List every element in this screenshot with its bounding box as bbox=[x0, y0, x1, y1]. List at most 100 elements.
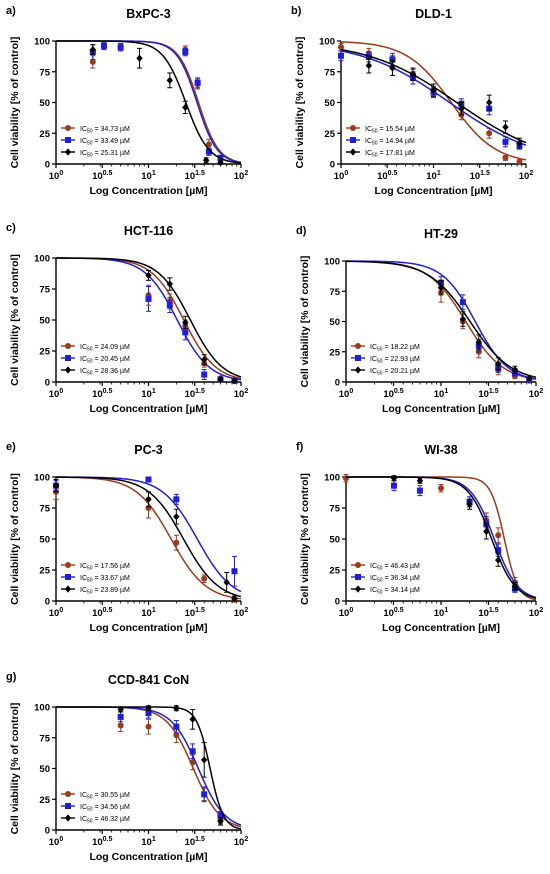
legend-label: IC50 = 33.49 µM bbox=[80, 138, 130, 147]
x-tick-label: 100.5 bbox=[92, 836, 112, 848]
fit-curve bbox=[56, 257, 242, 378]
legend-entry: IC50 = 33.49 µM bbox=[61, 137, 130, 146]
y-tick-label: 0 bbox=[45, 826, 50, 837]
legend-label: IC50 = 23.89 µM bbox=[80, 587, 130, 596]
y-tick-label: 100 bbox=[34, 37, 50, 48]
data-point bbox=[365, 53, 372, 60]
data-point bbox=[173, 496, 180, 503]
y-tick-label: 50 bbox=[329, 535, 340, 546]
x-tick-label: 102 bbox=[529, 388, 544, 400]
data-point bbox=[494, 360, 502, 368]
x-tick-label: 100 bbox=[49, 388, 64, 400]
fit-curve bbox=[340, 41, 527, 161]
x-tick-label: 100.5 bbox=[92, 388, 112, 400]
legend-label: IC50 = 34.14 µM bbox=[370, 587, 420, 596]
series-3 bbox=[52, 476, 242, 603]
x-tick-label: 101 bbox=[141, 170, 156, 182]
data-point bbox=[166, 302, 173, 309]
legend-label: IC50 = 15.54 µM bbox=[365, 126, 415, 135]
data-point bbox=[437, 284, 445, 292]
data-point bbox=[117, 705, 124, 714]
series-3 bbox=[340, 48, 527, 149]
x-tick-label: 101 bbox=[434, 607, 449, 619]
data-point bbox=[100, 42, 107, 49]
panel-letter: c) bbox=[6, 222, 16, 234]
data-point bbox=[189, 715, 196, 723]
chart-panel-2: b) DLD-1 0 25 50 75 100 100 100.5 101 101.5 102 Log … bbox=[291, 5, 533, 197]
series-3 bbox=[346, 474, 537, 599]
legend-label: IC50 = 17.81 µM bbox=[365, 150, 415, 159]
legend-marker bbox=[64, 148, 72, 156]
fit-curve bbox=[56, 40, 242, 164]
y-tick-label: 100 bbox=[324, 257, 340, 268]
y-tick-label: 75 bbox=[39, 285, 50, 296]
data-point bbox=[173, 704, 180, 712]
data-point bbox=[200, 756, 208, 764]
data-point bbox=[145, 710, 152, 717]
data-point bbox=[389, 56, 396, 63]
legend-marker bbox=[65, 562, 71, 568]
legend-entry: IC50 = 24.09 µM bbox=[61, 343, 130, 352]
data-point bbox=[231, 594, 238, 603]
data-point bbox=[365, 62, 373, 70]
data-point bbox=[231, 377, 238, 385]
data-point bbox=[475, 338, 483, 346]
legend-entry: IC50 = 34.73 µM bbox=[61, 125, 130, 134]
data-point bbox=[511, 366, 519, 374]
legend-marker bbox=[65, 574, 71, 580]
panel-letter: g) bbox=[6, 671, 17, 683]
data-point bbox=[466, 500, 473, 508]
legend-entry: IC50 = 23.89 µM bbox=[61, 585, 130, 595]
y-tick-label: 50 bbox=[39, 535, 50, 546]
chart-title: BxPC-3 bbox=[126, 7, 171, 21]
x-tick-label: 101.5 bbox=[470, 170, 490, 182]
data-point bbox=[223, 578, 230, 586]
y-tick-label: 0 bbox=[45, 378, 50, 389]
data-point bbox=[182, 103, 189, 112]
legend-entry: IC50 = 17.81 µM bbox=[346, 148, 415, 158]
panel-letter: e) bbox=[6, 441, 16, 453]
x-tick-label: 100.5 bbox=[377, 170, 397, 182]
data-point bbox=[494, 556, 502, 564]
legend-marker bbox=[355, 562, 361, 568]
x-tick-label: 101.5 bbox=[185, 388, 205, 400]
y-axis-label: Cell viability [% of control] bbox=[299, 256, 311, 388]
data-point bbox=[200, 356, 208, 364]
x-tick-label: 102 bbox=[519, 170, 534, 182]
legend-entry: IC50 = 14.94 µM bbox=[346, 137, 415, 146]
data-point bbox=[117, 713, 124, 720]
x-tick-label: 102 bbox=[234, 607, 249, 619]
panel-letter: d) bbox=[296, 225, 307, 237]
y-tick-label: 50 bbox=[39, 316, 50, 327]
legend-label: IC50 = 28.36 µM bbox=[80, 368, 130, 377]
x-tick-label: 101.5 bbox=[185, 836, 205, 848]
series-3 bbox=[56, 257, 242, 385]
data-point bbox=[416, 487, 423, 494]
legend-label: IC50 = 14.94 µM bbox=[365, 138, 415, 147]
data-point bbox=[52, 482, 60, 490]
chart-panel-1: a) BxPC-3 0 25 50 75 100 100 100.5 101 101.5 102 Log… bbox=[6, 5, 248, 197]
legend-entry: IC50 = 34.56 µM bbox=[61, 803, 130, 812]
data-point bbox=[338, 52, 344, 59]
data-point bbox=[438, 485, 444, 492]
x-tick-label: 100 bbox=[339, 607, 354, 619]
legend-label: IC50 = 20.45 µM bbox=[80, 356, 130, 365]
y-tick-label: 25 bbox=[39, 795, 50, 806]
legend-entry: IC50 = 15.54 µM bbox=[346, 125, 415, 134]
x-tick-label: 101 bbox=[426, 170, 441, 182]
y-axis-label: Cell viability [% of control] bbox=[9, 473, 21, 605]
data-point bbox=[217, 812, 224, 819]
series-3 bbox=[56, 704, 242, 830]
y-tick-label: 75 bbox=[39, 67, 50, 78]
y-tick-label: 75 bbox=[39, 733, 50, 744]
x-tick-label: 101.5 bbox=[185, 607, 205, 619]
data-point bbox=[166, 280, 174, 288]
y-tick-label: 50 bbox=[324, 98, 335, 109]
legend-label: IC50 = 34.56 µM bbox=[80, 804, 130, 813]
legend-entry: IC50 = 22.93 µM bbox=[351, 355, 420, 364]
y-tick-label: 50 bbox=[329, 317, 340, 328]
legend-entry: IC50 = 46.32 µM bbox=[61, 814, 130, 824]
x-tick-label: 101.5 bbox=[185, 170, 205, 182]
data-point bbox=[217, 375, 224, 384]
x-tick-label: 101.5 bbox=[478, 607, 498, 619]
